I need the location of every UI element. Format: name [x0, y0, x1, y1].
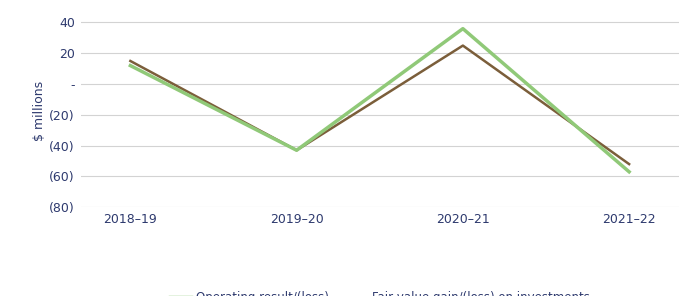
Operating result/(loss) — [293, 149, 301, 152]
Operating result/(loss) — [458, 27, 467, 30]
Legend: Operating result/(loss), Fair value gain/(loss) on investments: Operating result/(loss), Fair value gain… — [164, 286, 595, 296]
Operating result/(loss) — [625, 170, 634, 173]
Fair value gain/(loss) on investments — [293, 149, 301, 152]
Line: Operating result/(loss): Operating result/(loss) — [130, 29, 629, 172]
Operating result/(loss) — [126, 64, 134, 67]
Y-axis label: $ millions: $ millions — [34, 81, 46, 141]
Line: Fair value gain/(loss) on investments: Fair value gain/(loss) on investments — [130, 46, 629, 164]
Fair value gain/(loss) on investments — [126, 59, 134, 63]
Fair value gain/(loss) on investments — [458, 44, 467, 47]
Fair value gain/(loss) on investments — [625, 162, 634, 166]
